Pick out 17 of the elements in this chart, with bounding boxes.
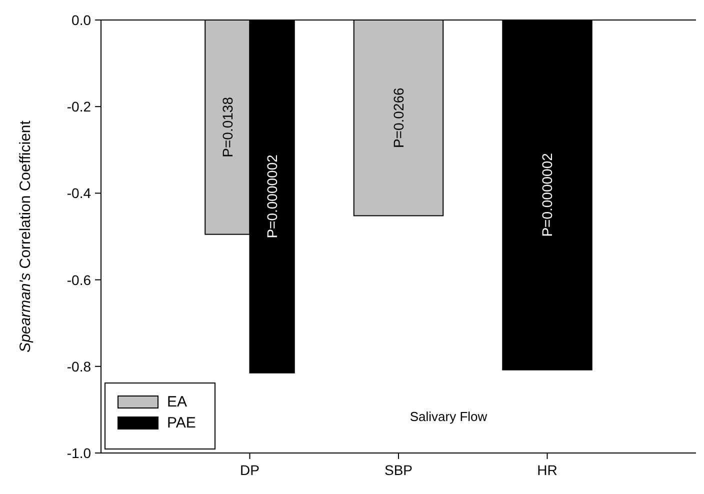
annotation: P=0.0000002 [264,154,280,238]
y-tick-label: -0.4 [66,185,92,202]
annotation: P=0.0266 [390,87,406,148]
legend-label: PAE [167,414,196,432]
y-axis-title: Spearman's Correlation Coefficient [17,120,34,352]
y-tick-label: -0.2 [66,98,92,115]
x-tick-label: DP [240,462,260,478]
y-tick-label: -0.8 [66,358,92,374]
annotation: P=0.0138 [219,96,236,158]
y-tick-label: 0.0 [72,12,92,28]
y-tick-label: -0.6 [66,272,92,288]
x-axis-title: Salivary Flow [410,409,488,424]
annotation: P=0.0000002 [539,152,556,237]
x-tick-label: HR [537,462,558,478]
legend-label: EA [167,394,188,410]
y-tick-label: -1.0 [66,445,92,461]
x-tick-label: SBP [384,462,413,478]
